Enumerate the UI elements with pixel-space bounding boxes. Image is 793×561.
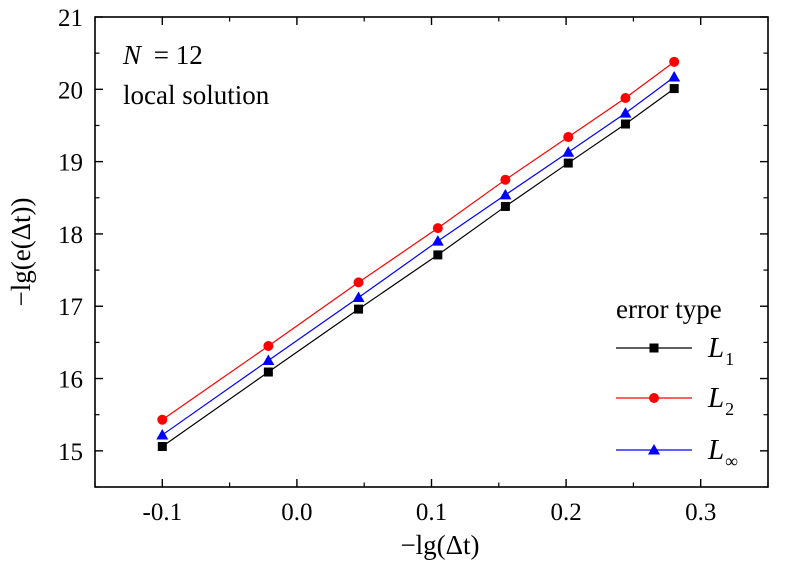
legend-entry: L∞ [616,434,738,471]
legend-label: L1 [707,332,734,369]
x-tick-label: 0.2 [550,499,581,526]
data-point [432,223,443,234]
y-tick-label: 16 [58,367,83,394]
y-tick-label: 18 [58,222,83,249]
legend-label-main: L [707,434,724,466]
y-tick-label: 20 [58,77,83,104]
y-tick-label: 21 [58,5,83,32]
data-point [433,250,443,260]
legend-marker [648,444,660,455]
x-tick-label: 0.1 [416,499,447,526]
data-point [619,107,632,118]
series-line [161,61,675,421]
data-point [156,428,169,440]
data-point [354,304,364,314]
data-point [157,414,168,425]
legend-label-subscript: ∞ [725,451,738,471]
data-point [669,84,679,94]
series-1 [157,84,679,452]
y-tick-label: 15 [58,439,83,466]
x-tick-label: 0.3 [685,499,716,526]
series-3 [156,71,681,440]
legend-marker [649,343,659,353]
y-tick-label: 17 [58,294,83,321]
data-point [263,341,274,351]
axis-tick-labels: -0.1 0.0 0.1 0.2 0.3 15 16 17 18 19 20 21 [58,5,716,526]
series-line [161,76,675,436]
data-point [669,56,680,67]
annotation-n: N = 12 [122,40,203,70]
y-axis-title: −lg(e(Δt)) [6,197,36,306]
data-point [500,174,511,185]
data-point [620,119,630,129]
legend-title: error type [616,294,722,324]
legend-label: L2 [707,382,734,419]
data-point [431,235,444,246]
x-tick-label: 0.0 [281,499,312,526]
legend-entry: L1 [616,332,734,369]
data-point [263,367,273,377]
series-2 [157,56,680,425]
legend-label: L∞ [707,434,738,471]
axis-ticks [94,16,769,488]
data-point [562,146,575,157]
legend-label-main: L [707,382,724,414]
legend-marker [649,393,659,403]
data-point [563,132,574,143]
legend-label-subscript: 1 [725,349,734,369]
data-point [353,277,364,288]
data-point [499,188,512,200]
series-line [161,88,675,447]
data-point [620,92,631,103]
data-point [157,442,167,452]
legend-entry: L2 [616,382,734,419]
data-point [563,158,573,168]
annotation-n-value: = 12 [154,40,203,70]
legend-label-subscript: 2 [725,399,734,419]
y-tick-label: 19 [58,150,83,177]
x-tick-label: -0.1 [143,499,183,526]
legend-label-main: L [707,332,724,364]
data-point [500,201,510,211]
data-point [352,291,365,303]
data-point [668,71,681,82]
data-point [262,354,275,365]
series-layer [156,56,681,452]
x-axis-title: −lg(Δt) [400,530,479,560]
annotation-n-var: N [122,40,143,70]
annotation-solution: local solution [123,80,270,110]
